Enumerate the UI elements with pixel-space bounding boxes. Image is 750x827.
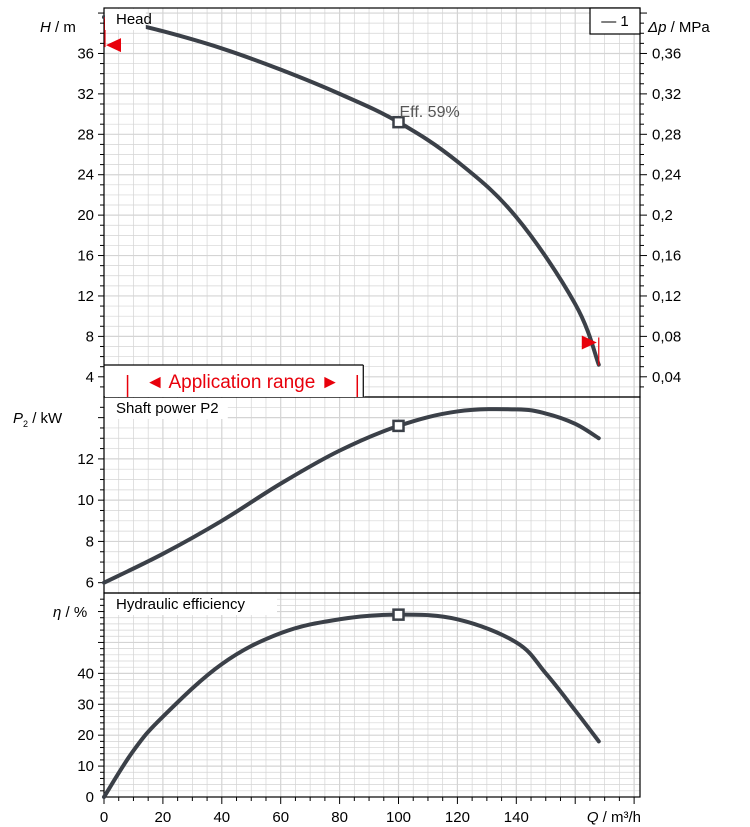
eff-y-tick-label: 40 (77, 665, 94, 682)
x-tick-label: 20 (155, 809, 172, 826)
range-start-marker (106, 38, 121, 53)
dp-tick-label: 0,12 (652, 288, 681, 305)
head-y-tick-label: 24 (77, 167, 94, 184)
head-y-tick-label: 16 (77, 248, 94, 265)
head-y-tick-label: 8 (86, 328, 94, 345)
efficiency-panel-title-backdrop (105, 594, 277, 615)
x-axis-label: Q / m³/h (587, 809, 641, 826)
dp-tick-label: 0,28 (652, 126, 681, 143)
head-panel-title-backdrop (105, 9, 146, 30)
dp-tick-label: 0,2 (652, 207, 673, 224)
power-curve (102, 407, 601, 585)
dp-tick-label: 0,36 (652, 45, 681, 62)
x-tick-label: 80 (331, 809, 348, 826)
head-panel-frame (103, 7, 641, 398)
power-curve-operating-point (392, 419, 405, 433)
x-tick-label: 0 (100, 809, 108, 826)
efficiency-curve-operating-point (392, 608, 405, 621)
head-y-tick-label: 28 (77, 126, 94, 143)
efficiency-y-axis-label: η / % (53, 604, 87, 621)
efficiency-curve (102, 612, 601, 799)
curve-layer (102, 15, 601, 799)
application-range-label: ◄ Application range ► (145, 372, 339, 393)
head-y-axis-label: H / m (40, 19, 76, 36)
eff-y-tick-label: 20 (77, 727, 94, 744)
head-y-tick-label: 4 (86, 369, 94, 386)
eff-y-tick-label: 10 (77, 758, 94, 775)
legend-entry: — 1 (601, 13, 629, 30)
power-panel-frame (103, 396, 641, 594)
dp-tick-label: 0,16 (652, 248, 681, 265)
legend-box (589, 7, 641, 35)
frame-layer (98, 7, 647, 804)
efficiency-annotation: Eff. 59% (400, 104, 460, 121)
dp-tick-label: 0,04 (652, 369, 681, 386)
dp-tick-label: 0,32 (652, 86, 681, 103)
x-tick-label: 40 (213, 809, 230, 826)
head-y-tick-label: 12 (77, 288, 94, 305)
eff-y-tick-label: 0 (86, 789, 94, 806)
efficiency-panel-title: Hydraulic efficiency (116, 596, 245, 613)
power-y-tick-label: 6 (86, 575, 94, 592)
eff-y-tick-label: 30 (77, 696, 94, 713)
text-layer: 48121620242832366810120102030400,040,080… (13, 9, 710, 826)
head-curve (102, 15, 601, 367)
dp-tick-label: 0,24 (652, 167, 681, 184)
power-y-tick-label: 10 (77, 492, 94, 509)
head-y-tick-label: 20 (77, 207, 94, 224)
power-panel-title: Shaft power P2 (116, 400, 219, 417)
dp-y-axis-label: Δp / MPa (647, 19, 710, 36)
power-y-axis-label: P2 / kW (13, 410, 63, 429)
x-tick-label: 60 (272, 809, 289, 826)
range-end-marker (581, 335, 597, 350)
x-tick-label: 100 (386, 809, 411, 826)
head-y-tick-label: 36 (77, 45, 94, 62)
dp-tick-label: 0,08 (652, 328, 681, 345)
power-y-tick-label: 12 (77, 451, 94, 468)
head-panel-title: Head (116, 11, 152, 28)
x-tick-label: 140 (504, 809, 529, 826)
power-panel-title-backdrop (105, 398, 228, 419)
head-curve-operating-point (392, 115, 405, 129)
eff-panel-frame (103, 592, 641, 798)
x-tick-label: 120 (445, 809, 470, 826)
application-range-backdrop (105, 365, 365, 397)
power-y-tick-label: 8 (86, 533, 94, 550)
head-y-tick-label: 32 (77, 86, 94, 103)
